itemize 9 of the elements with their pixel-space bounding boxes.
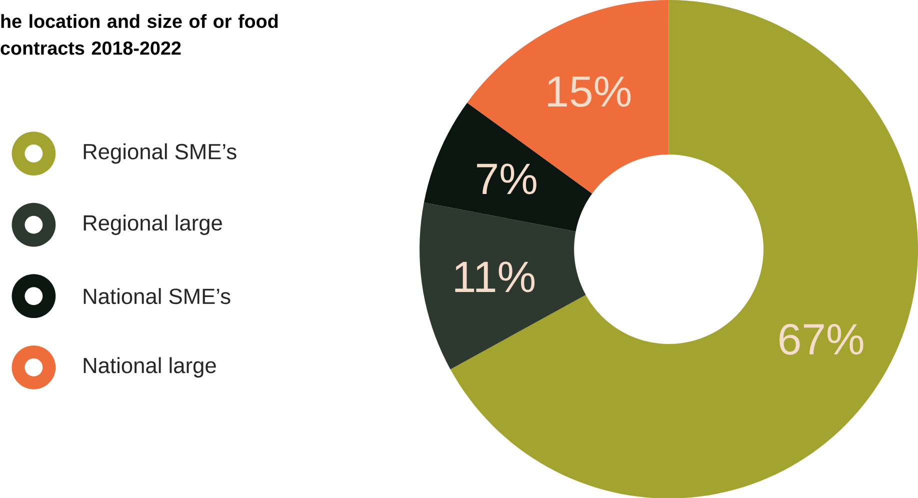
- data-label: 11%: [455, 261, 535, 292]
- data-label: 15%: [548, 76, 631, 107]
- data-label: 67%: [780, 324, 864, 355]
- data-label: 7%: [477, 163, 536, 194]
- legend-label: National large: [84, 356, 216, 378]
- legend-label: National SME’s: [84, 288, 230, 304]
- legend-label: Regional SME’s: [84, 143, 236, 164]
- legend-label: Regional large: [84, 214, 222, 235]
- text: he location and size of or food contracts 2018-2022: [0, 14, 278, 55]
